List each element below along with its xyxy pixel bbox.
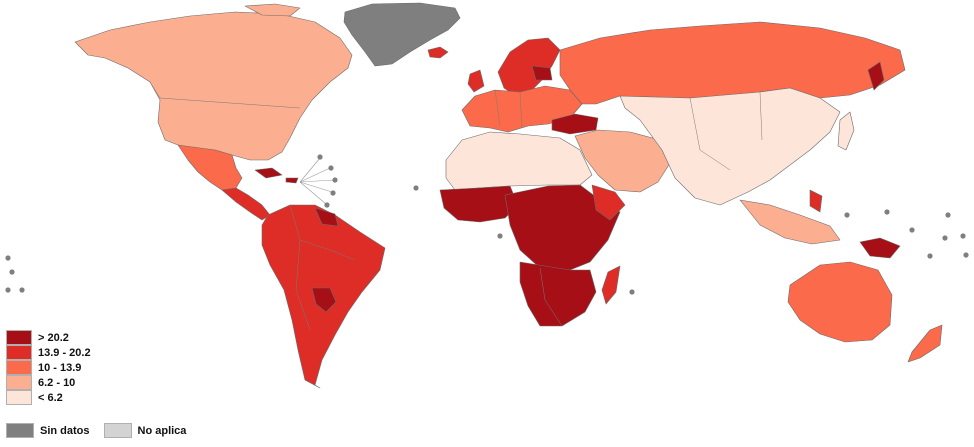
legend-label: > 20.2 [38, 331, 69, 344]
legend-label-not-applicable: No aplica [137, 424, 187, 437]
region-uk [467, 69, 485, 93]
region-japan [837, 111, 855, 151]
legend-swatch [6, 345, 32, 360]
region-southeast-asia [739, 199, 841, 245]
region-australia [787, 261, 893, 343]
region-west-africa [439, 185, 519, 223]
region-southern-africa [519, 261, 597, 327]
pacific-island-markers [5, 185, 969, 295]
region-caribbean [254, 167, 299, 184]
region-central-africa [504, 184, 621, 271]
legend-label-no-data: Sin datos [40, 424, 90, 437]
region-guyana [314, 207, 339, 227]
legend-item: 13.9 - 20.2 [6, 345, 91, 360]
legend-extra: Sin datos No aplica [6, 423, 200, 438]
region-arctic-islands [244, 3, 301, 17]
legend-swatch [6, 330, 32, 345]
legend-swatch [6, 375, 32, 390]
region-baltics [531, 65, 553, 81]
legend-swatch [6, 390, 32, 405]
region-horn-africa [591, 184, 626, 221]
region-north-america [74, 11, 353, 161]
region-new-zealand [907, 324, 943, 363]
map-legend: > 20.2 13.9 - 20.2 10 - 13.9 6.2 - 10 < … [6, 330, 91, 405]
legend-item: > 20.2 [6, 330, 91, 345]
caribbean-island-markers [299, 154, 338, 208]
legend-swatch [6, 360, 32, 375]
region-central-america [221, 187, 271, 221]
legend-label: 10 - 13.9 [38, 361, 82, 374]
legend-item: 6.2 - 10 [6, 375, 91, 390]
region-iceland [427, 46, 449, 59]
region-asia [619, 87, 841, 206]
region-paraguay [311, 287, 337, 313]
region-north-africa [445, 131, 593, 191]
legend-item: < 6.2 [6, 390, 91, 405]
region-greenland [343, 2, 461, 67]
legend-swatch-no-data [6, 423, 34, 438]
region-kamchatka [867, 61, 885, 91]
region-madagascar [601, 265, 621, 305]
legend-label: 13.9 - 20.2 [38, 346, 91, 359]
legend-swatch-not-applicable [103, 423, 132, 438]
region-russia [559, 21, 906, 105]
legend-label: < 6.2 [38, 391, 63, 404]
region-papua-new-guinea [859, 237, 901, 259]
region-turkey [551, 113, 599, 135]
region-philippines [809, 189, 823, 213]
legend-item: 10 - 13.9 [6, 360, 91, 375]
legend-label: 6.2 - 10 [38, 376, 76, 389]
region-middle-east [574, 129, 673, 193]
